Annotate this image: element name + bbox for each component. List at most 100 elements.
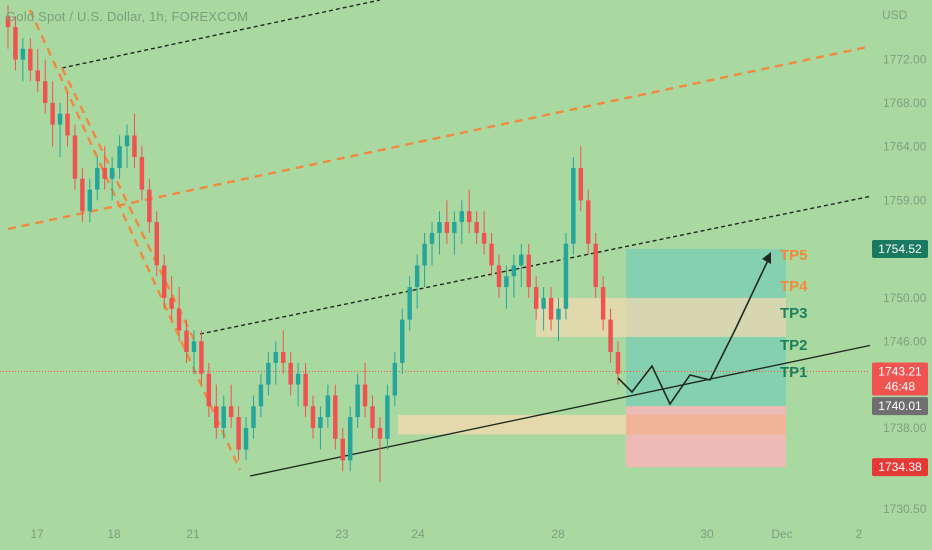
candle bbox=[124, 124, 130, 168]
candle-body bbox=[392, 362, 398, 396]
candle bbox=[548, 287, 554, 331]
candle-body bbox=[95, 167, 100, 190]
candle-body bbox=[496, 265, 502, 288]
candle-body bbox=[400, 319, 405, 363]
tp-label-tp2[interactable]: TP2 bbox=[780, 337, 808, 354]
candle-body bbox=[333, 395, 338, 439]
candle-body bbox=[325, 395, 331, 418]
symbol-title: Gold Spot / U.S. Dollar, 1h, FOREXCOM bbox=[6, 9, 249, 24]
candle-body bbox=[28, 48, 33, 71]
entry-price-badge-bg bbox=[872, 397, 928, 416]
candle-body bbox=[13, 27, 18, 60]
candle bbox=[95, 157, 100, 201]
tp-label-tp5[interactable]: TP5 bbox=[780, 247, 808, 264]
candle-body bbox=[35, 70, 40, 82]
candle bbox=[414, 254, 420, 309]
candle bbox=[615, 341, 621, 385]
candle bbox=[258, 373, 264, 418]
candle-body bbox=[533, 287, 539, 309]
candle bbox=[444, 200, 450, 244]
candle-body bbox=[221, 406, 226, 428]
candle-body bbox=[370, 406, 375, 428]
candle-body bbox=[42, 81, 48, 103]
last-price-badge-text: 46:48 bbox=[885, 379, 915, 393]
candle bbox=[13, 16, 18, 71]
candle-body bbox=[243, 427, 249, 450]
candle-body bbox=[273, 352, 279, 363]
candle-body bbox=[437, 222, 442, 233]
tp-label-tp3[interactable]: TP3 bbox=[780, 305, 808, 322]
candle bbox=[452, 211, 457, 255]
candle bbox=[310, 395, 316, 439]
candle-body bbox=[117, 146, 122, 168]
candle bbox=[176, 287, 182, 342]
candle-body bbox=[548, 297, 554, 320]
ascending-trendline[interactable] bbox=[249, 344, 873, 477]
candle-body bbox=[347, 417, 353, 461]
projected-path[interactable] bbox=[617, 255, 771, 406]
candle bbox=[593, 232, 598, 298]
candle bbox=[206, 362, 212, 418]
last-price-badge-bg bbox=[872, 362, 928, 396]
upper-channel-line-2[interactable] bbox=[199, 195, 873, 335]
candle-body bbox=[444, 222, 450, 233]
candle-body bbox=[474, 222, 479, 233]
upper-channel-line-1[interactable] bbox=[61, 0, 381, 69]
orange-descending-line[interactable] bbox=[28, 9, 242, 471]
candle bbox=[370, 395, 375, 439]
candle bbox=[199, 330, 204, 385]
orange-upper-channel-line[interactable] bbox=[7, 44, 873, 231]
resistance-zone[interactable] bbox=[536, 297, 786, 337]
candle-body bbox=[251, 406, 256, 428]
candle bbox=[35, 48, 40, 93]
orange-descending-line-2[interactable] bbox=[60, 67, 197, 343]
candle bbox=[377, 417, 383, 483]
candle bbox=[422, 232, 427, 288]
candle bbox=[481, 211, 487, 255]
candle bbox=[526, 243, 531, 298]
candle bbox=[147, 178, 152, 233]
candle bbox=[608, 308, 613, 363]
tp-label-tp4[interactable]: TP4 bbox=[780, 278, 808, 295]
candle bbox=[504, 265, 509, 309]
candle bbox=[586, 189, 591, 255]
candle-body bbox=[511, 265, 517, 277]
time-tick-label: 30 bbox=[700, 527, 714, 541]
candle bbox=[362, 362, 368, 418]
candle-body bbox=[459, 211, 465, 223]
time-tick-label: 21 bbox=[186, 527, 200, 541]
time-axis[interactable]: 17 18 21 23 24 28 30 Dec 2 bbox=[30, 527, 862, 541]
candle-body bbox=[556, 308, 561, 320]
candle-body bbox=[578, 167, 584, 201]
time-tick-label: 28 bbox=[551, 527, 565, 541]
candle bbox=[318, 406, 323, 450]
candle-body bbox=[132, 135, 137, 158]
candle-body bbox=[422, 243, 427, 266]
candle bbox=[169, 276, 174, 320]
tp-label-tp1[interactable]: TP1 bbox=[780, 364, 808, 381]
candle-body bbox=[5, 16, 11, 28]
time-tick-label: 23 bbox=[335, 527, 349, 541]
entry-price-badge[interactable]: 1740.01 bbox=[872, 397, 928, 416]
stop-price-badge[interactable]: 1734.38 bbox=[872, 458, 928, 477]
stop-price-badge-bg bbox=[872, 458, 928, 477]
candle bbox=[511, 254, 517, 298]
candle-body bbox=[571, 167, 576, 244]
candle-body bbox=[407, 287, 412, 320]
price-tick-label: 1772.00 bbox=[883, 53, 927, 67]
candle bbox=[333, 384, 338, 450]
candle-body bbox=[452, 222, 457, 233]
take-profit-badge[interactable]: 1754.52 bbox=[872, 239, 928, 258]
candle-body bbox=[586, 200, 591, 244]
candle-body bbox=[355, 384, 360, 418]
candle-body bbox=[519, 254, 524, 266]
candle-body bbox=[102, 167, 107, 179]
candle-body bbox=[20, 48, 26, 60]
candle-body bbox=[50, 102, 55, 125]
candle-body bbox=[154, 222, 160, 266]
candle-body bbox=[206, 373, 212, 407]
candle-body bbox=[169, 297, 174, 309]
